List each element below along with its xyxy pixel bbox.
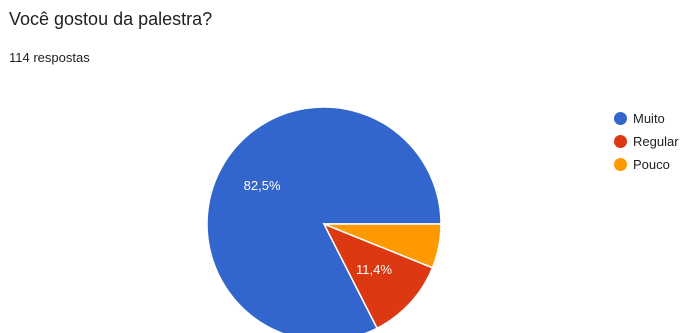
- legend-label: Muito: [633, 111, 665, 126]
- chart-legend: Muito Regular Pouco: [614, 107, 679, 176]
- pie-slice-regular[interactable]: [322, 222, 434, 330]
- legend-label: Regular: [633, 134, 679, 149]
- legend-swatch-regular: [614, 135, 627, 148]
- slice-label-muito: 82,5%: [244, 178, 281, 193]
- legend-item-muito[interactable]: Muito: [614, 107, 679, 130]
- pie-slice-pouco[interactable]: [323, 223, 442, 269]
- response-count: 114 respostas: [9, 50, 90, 65]
- slice-label-regular: 11,4%: [356, 262, 392, 277]
- legend-item-pouco[interactable]: Pouco: [614, 153, 679, 176]
- legend-label: Pouco: [633, 157, 670, 172]
- pie-slice-muito[interactable]: [206, 106, 442, 333]
- legend-swatch-pouco: [614, 158, 627, 171]
- legend-swatch-muito: [614, 112, 627, 125]
- legend-item-regular[interactable]: Regular: [614, 130, 679, 153]
- chart-title: Você gostou da palestra?: [9, 9, 213, 29]
